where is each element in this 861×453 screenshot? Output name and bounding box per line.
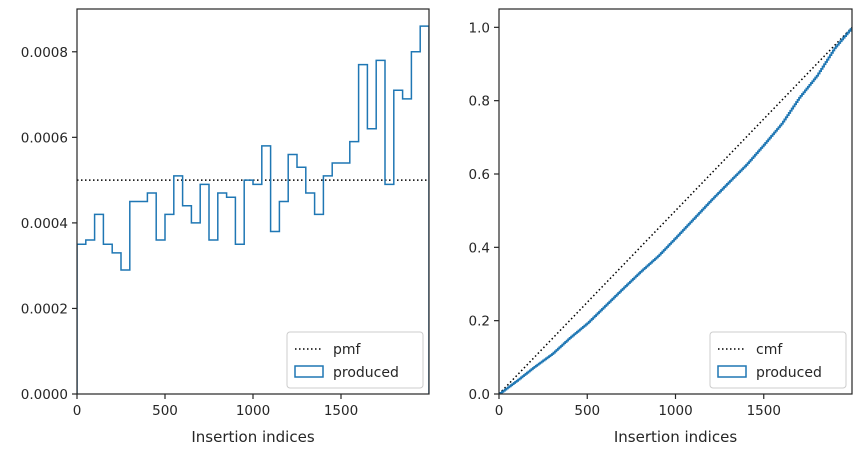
x-tick-label: 1500 — [747, 403, 781, 419]
legend-swatch-produced — [717, 365, 747, 378]
y-tick-label: 0.0004 — [21, 216, 68, 232]
x-tick-label: 1000 — [236, 403, 270, 419]
x-axis-label: Insertion indices — [191, 428, 314, 446]
cmf-line — [499, 26, 852, 394]
x-tick-label: 1000 — [658, 403, 692, 419]
y-tick-label: 0.4 — [469, 240, 490, 256]
produced-histogram — [77, 25, 429, 394]
y-tick-label: 0.0 — [469, 387, 490, 403]
legend-label-produced: produced — [333, 365, 399, 381]
legend: pmf produced — [286, 331, 424, 389]
y-tick-label: 0.0000 — [21, 387, 68, 403]
plot-area — [499, 26, 852, 394]
y-tick-label: 1.0 — [469, 20, 490, 36]
chart-panel-1: 0 500 1000 1500 0.0000 0.0002 0.0004 0.0006 0.00… — [21, 8, 430, 446]
legend: cmf produced — [709, 331, 847, 389]
y-tick-label: 0.0002 — [21, 301, 68, 317]
y-tick-label: 0.0008 — [21, 45, 68, 61]
legend-label-produced: produced — [756, 365, 822, 381]
x-tick-label: 0 — [73, 403, 82, 419]
produced-cumulative-line — [499, 27, 852, 394]
x-tick-label: 1500 — [324, 403, 358, 419]
x-tick-label: 500 — [152, 403, 178, 419]
y-tick-label: 0.2 — [469, 314, 490, 330]
y-tick-label: 0.6 — [469, 167, 490, 183]
legend-label-cmf: cmf — [756, 342, 783, 358]
legend-box — [286, 331, 424, 389]
y-tick-label: 0.8 — [469, 94, 490, 110]
legend-swatch-produced — [294, 365, 324, 378]
chart-panel-2: 0 500 1000 1500 0.0 0.2 0.4 0.6 0.8 1.0 Insertion … — [469, 8, 853, 446]
y-tick-label: 0.0006 — [21, 130, 68, 146]
x-tick-label: 0 — [495, 403, 504, 419]
plot-area — [77, 25, 429, 394]
x-tick-label: 500 — [574, 403, 600, 419]
legend-box — [709, 331, 847, 389]
x-axis-label: Insertion indices — [614, 428, 737, 446]
legend-label-pmf: pmf — [333, 342, 362, 358]
